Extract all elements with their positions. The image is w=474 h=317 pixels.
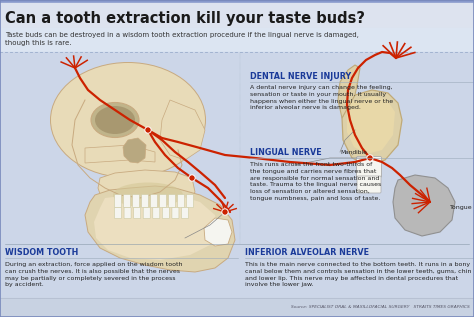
Polygon shape bbox=[342, 90, 402, 165]
Polygon shape bbox=[160, 100, 205, 160]
Text: During an extraction, force applied on the wisdom tooth
can crush the nerves. It: During an extraction, force applied on t… bbox=[5, 262, 182, 288]
Text: Source: SPECIALIST ORAL & MAXILLOFACIAL SURGERY   STRAITS TIMES GRAPHICS: Source: SPECIALIST ORAL & MAXILLOFACIAL … bbox=[291, 305, 470, 309]
Polygon shape bbox=[393, 175, 455, 236]
Text: This runs across the front two-thirds of
the tongue and carries nerve fibres tha: This runs across the front two-thirds of… bbox=[250, 162, 381, 201]
Text: DENTAL NERVE INJURY: DENTAL NERVE INJURY bbox=[250, 72, 351, 81]
Circle shape bbox=[189, 175, 195, 181]
FancyBboxPatch shape bbox=[143, 208, 150, 218]
Ellipse shape bbox=[95, 106, 135, 134]
Text: WISDOM TOOTH: WISDOM TOOTH bbox=[5, 248, 78, 257]
Ellipse shape bbox=[91, 102, 139, 138]
FancyBboxPatch shape bbox=[159, 195, 166, 208]
Text: This is the main nerve connected to the bottom teeth. It runs in a bony
canal be: This is the main nerve connected to the … bbox=[245, 262, 471, 288]
Text: Taste buds can be destroyed in a wisdom tooth extraction procedure if the lingua: Taste buds can be destroyed in a wisdom … bbox=[5, 31, 359, 47]
Text: LINGUAL NERVE: LINGUAL NERVE bbox=[250, 148, 322, 157]
Text: Tongue: Tongue bbox=[450, 205, 473, 210]
FancyBboxPatch shape bbox=[186, 195, 193, 208]
Text: Can a tooth extraction kill your taste buds?: Can a tooth extraction kill your taste b… bbox=[5, 11, 365, 27]
Polygon shape bbox=[98, 170, 195, 212]
Circle shape bbox=[145, 127, 151, 133]
FancyBboxPatch shape bbox=[177, 195, 184, 208]
FancyBboxPatch shape bbox=[124, 195, 130, 208]
FancyBboxPatch shape bbox=[124, 208, 131, 218]
Polygon shape bbox=[123, 138, 146, 163]
Circle shape bbox=[367, 155, 373, 161]
Polygon shape bbox=[85, 186, 235, 272]
FancyBboxPatch shape bbox=[151, 195, 157, 208]
Polygon shape bbox=[94, 194, 218, 260]
FancyBboxPatch shape bbox=[182, 208, 189, 218]
FancyBboxPatch shape bbox=[115, 208, 121, 218]
FancyBboxPatch shape bbox=[172, 208, 179, 218]
FancyBboxPatch shape bbox=[153, 208, 160, 218]
FancyBboxPatch shape bbox=[115, 195, 121, 208]
Ellipse shape bbox=[113, 183, 183, 208]
FancyBboxPatch shape bbox=[163, 208, 169, 218]
Polygon shape bbox=[85, 145, 155, 163]
Ellipse shape bbox=[51, 62, 206, 178]
FancyBboxPatch shape bbox=[356, 157, 382, 178]
FancyBboxPatch shape bbox=[168, 195, 175, 208]
Text: Mandible: Mandible bbox=[340, 150, 367, 155]
FancyBboxPatch shape bbox=[357, 176, 381, 193]
Polygon shape bbox=[347, 96, 395, 154]
FancyBboxPatch shape bbox=[142, 195, 148, 208]
Text: INFERIOR ALVEOLAR NERVE: INFERIOR ALVEOLAR NERVE bbox=[245, 248, 369, 257]
FancyBboxPatch shape bbox=[133, 195, 139, 208]
Polygon shape bbox=[338, 65, 360, 118]
FancyBboxPatch shape bbox=[134, 208, 141, 218]
Text: A dental nerve injury can change the feeling,
sensation or taste in your mouth. : A dental nerve injury can change the fee… bbox=[250, 85, 393, 110]
Circle shape bbox=[222, 209, 228, 215]
Polygon shape bbox=[204, 218, 232, 246]
